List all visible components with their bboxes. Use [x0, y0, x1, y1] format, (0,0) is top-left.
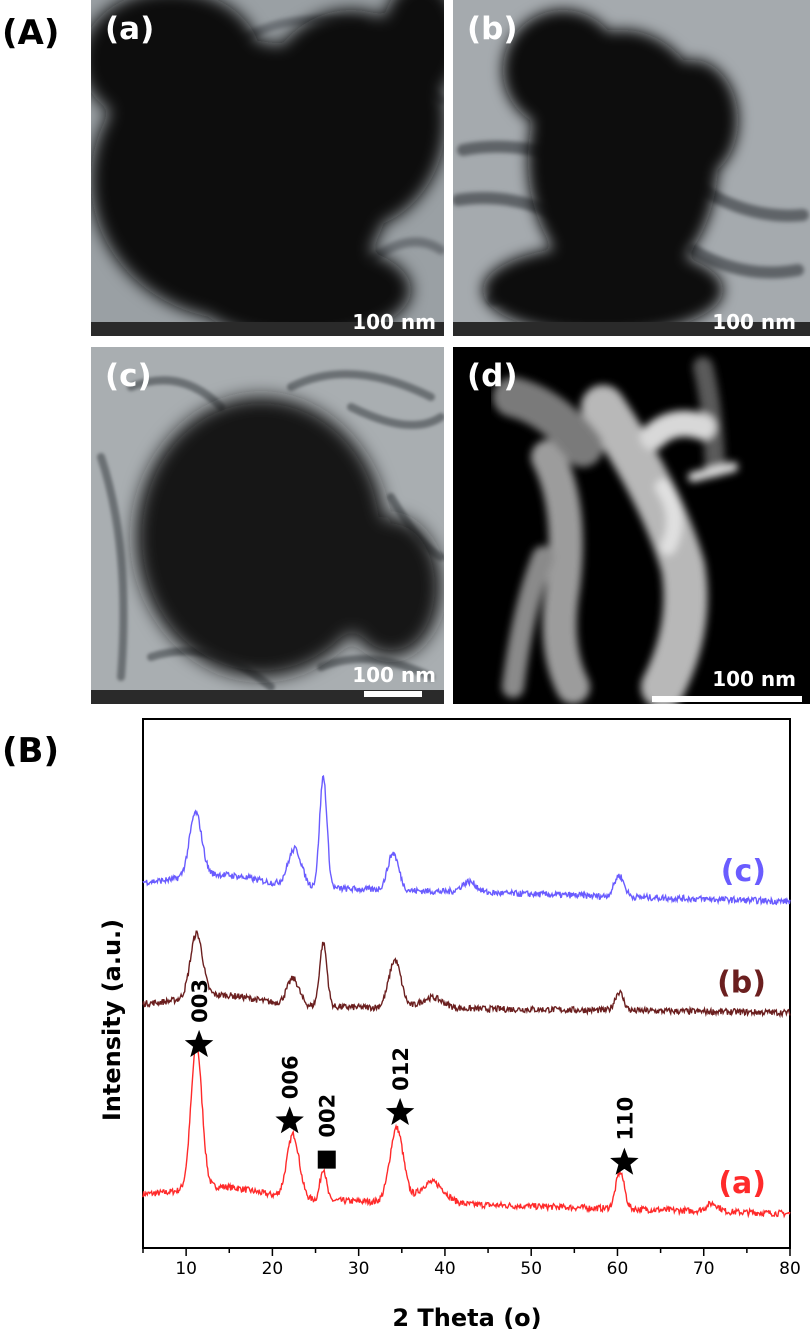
tem-a-scale-text: 100 nm: [352, 310, 436, 334]
x-tick-label: 50: [520, 1259, 542, 1279]
peak-label: 110: [613, 1097, 637, 1141]
xrd-series: (a) (b) (c): [142, 774, 791, 1219]
peak-label: 006: [279, 1055, 303, 1099]
tem-a-label: (a): [105, 11, 155, 47]
tem-d-label: (d): [467, 358, 518, 394]
tem-image-c-art: [91, 347, 444, 704]
panel-b-label: (B): [2, 731, 59, 771]
tem-b-label: (b): [467, 11, 518, 47]
x-axis-label: 2 Theta (o): [392, 1304, 541, 1332]
tem-image-a: (a) 100 nm: [91, 0, 444, 336]
tem-image-d-art: [453, 347, 810, 704]
star-marker: [610, 1147, 639, 1175]
plot-frame: [142, 718, 791, 1249]
x-tick-label: 60: [607, 1259, 629, 1279]
xrd-annotations: 003 006 002 012 110: [184, 979, 639, 1175]
y-axis-label: Intensity (a.u.): [98, 919, 126, 1121]
tem-image-d: (d) 100 nm: [453, 347, 810, 704]
xrd-axes: 10 20 30 40 50 60 70 80: [142, 718, 801, 1279]
series-label: (b): [717, 965, 766, 1000]
series-line-0: [142, 1044, 791, 1219]
tem-image-b: (b) 100 nm: [453, 0, 810, 336]
tem-c-scale-text: 100 nm: [352, 663, 436, 687]
star-marker: [275, 1106, 304, 1134]
tem-b-scale-text: 100 nm: [712, 310, 796, 334]
star-marker: [184, 1029, 214, 1057]
tem-d-scale-bar: [652, 696, 802, 702]
x-tick-label: 70: [693, 1259, 715, 1279]
star-marker: [385, 1097, 415, 1125]
tem-d-scale-text: 100 nm: [712, 667, 796, 691]
x-tick-label: 10: [175, 1259, 197, 1279]
xrd-chart: 10 20 30 40 50 60 70 80 (a)(b)(c) 0030060020121…: [98, 718, 801, 1332]
square-marker: [317, 1150, 336, 1169]
x-tick-label: 20: [262, 1259, 284, 1279]
peak-label: 002: [316, 1094, 340, 1138]
x-tick-label: 30: [348, 1259, 370, 1279]
tem-image-a-art: [91, 0, 444, 336]
tem-image-c: (c) 100 nm: [91, 347, 444, 704]
peak-label: 003: [188, 979, 212, 1023]
series-line-2: [142, 774, 791, 906]
series-label: (c): [721, 854, 766, 889]
tem-c-scale-bar: [364, 691, 422, 697]
x-tick-label: 40: [434, 1259, 456, 1279]
tem-c-label: (c): [105, 358, 152, 394]
peak-label: 012: [389, 1047, 413, 1091]
panel-a-label: (A): [2, 13, 60, 53]
series-line-1: [142, 930, 791, 1019]
tem-image-b-art: [453, 0, 810, 336]
series-label: (a): [718, 1166, 766, 1201]
x-tick-label: 80: [779, 1259, 801, 1279]
